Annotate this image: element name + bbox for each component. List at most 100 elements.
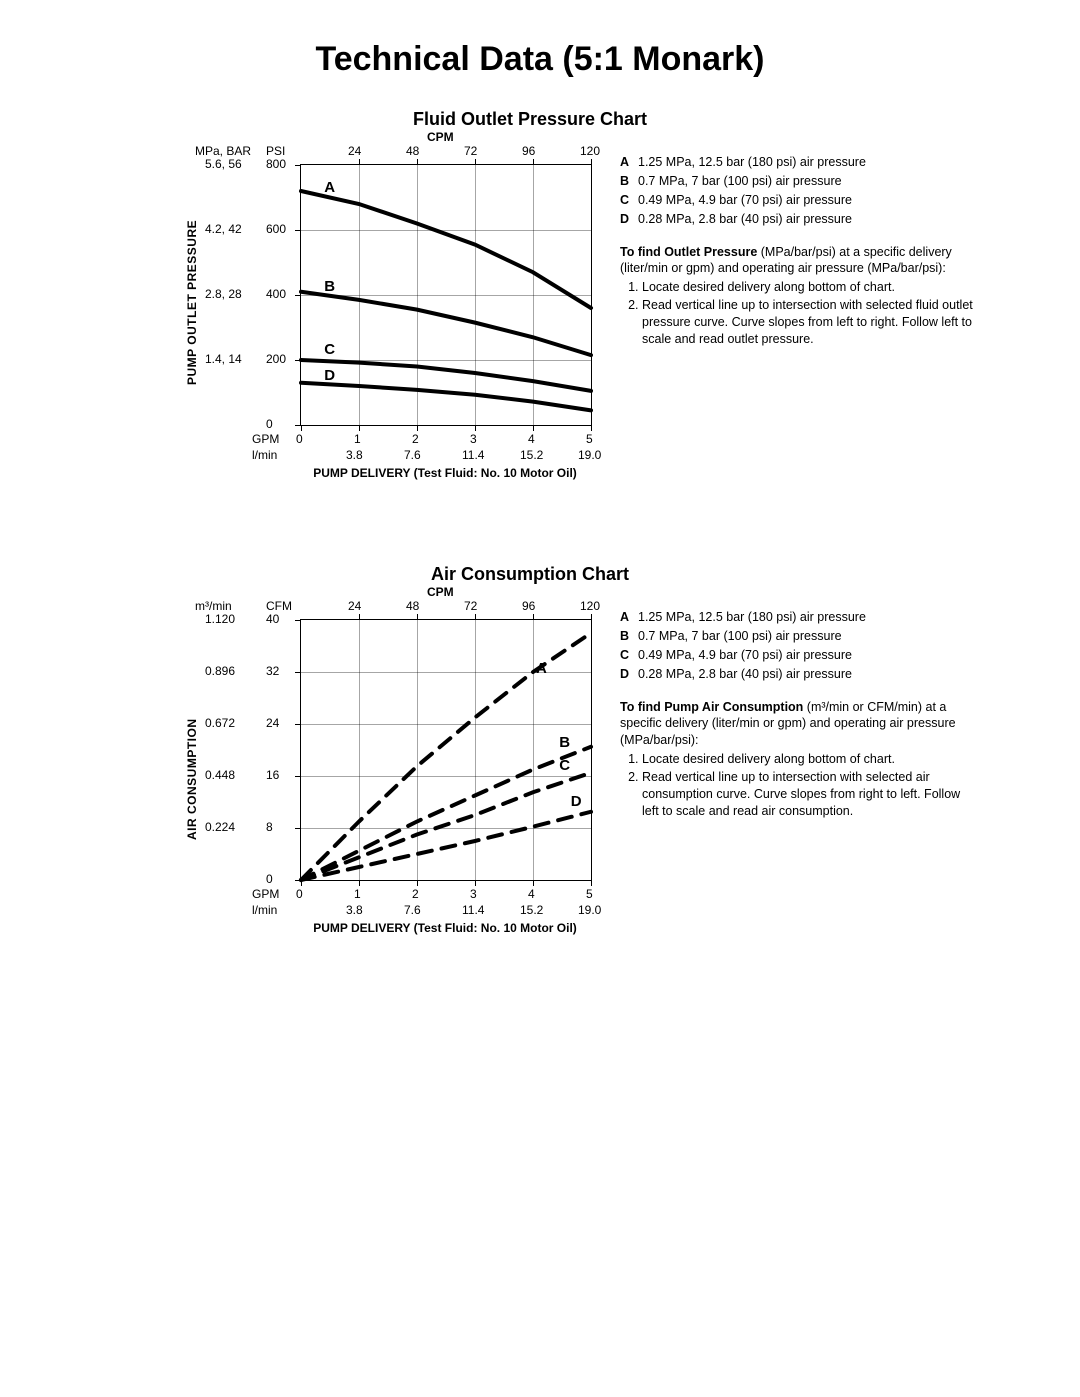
legend-item: C0.49 MPa, 4.9 bar (70 psi) air pressure bbox=[620, 647, 980, 664]
x-header-gpm: GPM bbox=[252, 887, 279, 901]
y-tick-secondary: 4.2, 42 bbox=[205, 222, 242, 236]
y-tick-primary: 32 bbox=[266, 664, 279, 678]
top-tick-cpm: 120 bbox=[580, 599, 600, 613]
curves-svg bbox=[301, 165, 591, 425]
chart2-steps: Locate desired delivery along bottom of … bbox=[620, 751, 980, 820]
curve-B bbox=[301, 292, 591, 355]
top-tick-cpm: 96 bbox=[522, 599, 535, 613]
y-tick-secondary: 1.120 bbox=[205, 612, 235, 626]
plot-area bbox=[300, 619, 592, 881]
y-tick-secondary: 0.672 bbox=[205, 716, 235, 730]
legend-item: D0.28 MPa, 2.8 bar (40 psi) air pressure bbox=[620, 666, 980, 683]
x-tick-gpm: 5 bbox=[586, 432, 593, 446]
chart2-instructions-title: To find Pump Air Consumption (m³/min or … bbox=[620, 699, 980, 750]
y-header-secondary: m³/min bbox=[195, 599, 232, 613]
y-tick-secondary: 0.448 bbox=[205, 768, 235, 782]
curve-A bbox=[301, 191, 591, 308]
legend-item: B0.7 MPa, 7 bar (100 psi) air pressure bbox=[620, 628, 980, 645]
top-tick-cpm: 24 bbox=[348, 144, 361, 158]
step-item: Read vertical line up to intersection wi… bbox=[642, 297, 980, 348]
y-tick-primary: 200 bbox=[266, 352, 286, 366]
top-tick-cpm: 24 bbox=[348, 599, 361, 613]
cpm-label: CPM bbox=[427, 585, 454, 599]
y-header-secondary: MPa, BAR bbox=[195, 144, 251, 158]
page-title: Technical Data (5:1 Monark) bbox=[60, 40, 1020, 79]
curves-svg bbox=[301, 620, 591, 880]
curve-label-D: D bbox=[571, 793, 582, 810]
top-tick-cpm: 96 bbox=[522, 144, 535, 158]
y-header-primary: CFM bbox=[266, 599, 292, 613]
x-tick-lmin: 15.2 bbox=[520, 448, 543, 462]
x-tick-lmin: 19.0 bbox=[578, 903, 601, 917]
curve-B bbox=[301, 747, 591, 880]
y-tick-secondary: 2.8, 28 bbox=[205, 287, 242, 301]
curve-label-A: A bbox=[324, 179, 335, 196]
x-tick-gpm: 3 bbox=[470, 432, 477, 446]
legend-item: A1.25 MPa, 12.5 bar (180 psi) air pressu… bbox=[620, 154, 980, 171]
x-tick-lmin: 19.0 bbox=[578, 448, 601, 462]
x-tick-gpm: 4 bbox=[528, 432, 535, 446]
y-tick-secondary: 0.896 bbox=[205, 664, 235, 678]
y-tick-primary: 0 bbox=[266, 872, 273, 886]
y-tick-primary: 600 bbox=[266, 222, 286, 236]
curve-label-A: A bbox=[536, 660, 547, 677]
y-tick-primary: 16 bbox=[266, 768, 279, 782]
chart1-title: Fluid Outlet Pressure Chart bbox=[380, 109, 680, 130]
x-tick-lmin: 7.6 bbox=[404, 903, 421, 917]
x-tick-lmin: 15.2 bbox=[520, 903, 543, 917]
x-tick-gpm: 5 bbox=[586, 887, 593, 901]
legend-item: A1.25 MPa, 12.5 bar (180 psi) air pressu… bbox=[620, 609, 980, 626]
chart1-section: Fluid Outlet Pressure Chart 013.827.6311… bbox=[60, 109, 1020, 504]
step-item: Locate desired delivery along bottom of … bbox=[642, 751, 980, 768]
curve-D bbox=[301, 812, 591, 880]
y-tick-primary: 40 bbox=[266, 612, 279, 626]
legend-item: C0.49 MPa, 4.9 bar (70 psi) air pressure bbox=[620, 192, 980, 209]
x-tick-gpm: 3 bbox=[470, 887, 477, 901]
chart1-legend: A1.25 MPa, 12.5 bar (180 psi) air pressu… bbox=[620, 134, 980, 349]
step-item: Locate desired delivery along bottom of … bbox=[642, 279, 980, 296]
x-tick-gpm: 0 bbox=[296, 887, 303, 901]
x-axis-title: PUMP DELIVERY (Test Fluid: No. 10 Motor … bbox=[280, 921, 610, 935]
y-tick-primary: 800 bbox=[266, 157, 286, 171]
y-axis-title: AIR CONSUMPTION bbox=[185, 719, 199, 841]
x-tick-gpm: 2 bbox=[412, 887, 419, 901]
curve-label-B: B bbox=[324, 278, 335, 295]
curve-A bbox=[301, 633, 591, 880]
curve-C bbox=[301, 773, 591, 880]
x-tick-gpm: 0 bbox=[296, 432, 303, 446]
y-tick-primary: 0 bbox=[266, 417, 273, 431]
top-tick-cpm: 72 bbox=[464, 144, 477, 158]
plot-area bbox=[300, 164, 592, 426]
top-tick-cpm: 48 bbox=[406, 599, 419, 613]
y-tick-secondary: 1.4, 14 bbox=[205, 352, 242, 366]
curve-label-C: C bbox=[559, 757, 570, 774]
x-tick-lmin: 7.6 bbox=[404, 448, 421, 462]
x-tick-gpm: 1 bbox=[354, 887, 361, 901]
curve-label-C: C bbox=[324, 341, 335, 358]
legend-item: B0.7 MPa, 7 bar (100 psi) air pressure bbox=[620, 173, 980, 190]
x-tick-gpm: 4 bbox=[528, 887, 535, 901]
top-tick-cpm: 72 bbox=[464, 599, 477, 613]
x-tick-lmin: 3.8 bbox=[346, 448, 363, 462]
curve-label-D: D bbox=[324, 367, 335, 384]
y-header-primary: PSI bbox=[266, 144, 285, 158]
chart2-block: 0 1 3.8 2 7.6 3 11.4 4 15.2 5 19.0 GPM l/min 24 48 72 96… bbox=[60, 589, 620, 959]
top-tick-cpm: 48 bbox=[406, 144, 419, 158]
chart2-section: Air Consumption Chart 013.827.6311.4415.… bbox=[60, 564, 1020, 959]
x-header-lmin: l/min bbox=[252, 448, 277, 462]
y-tick-primary: 400 bbox=[266, 287, 286, 301]
x-tick-gpm: 1 bbox=[354, 432, 361, 446]
x-tick-lmin: 11.4 bbox=[462, 903, 484, 917]
curve-D bbox=[301, 383, 591, 411]
x-header-lmin: l/min bbox=[252, 903, 277, 917]
step-item: Read vertical line up to intersection wi… bbox=[642, 769, 980, 820]
y-tick-primary: 8 bbox=[266, 820, 273, 834]
x-tick-gpm: 2 bbox=[412, 432, 419, 446]
chart2-legend: A1.25 MPa, 12.5 bar (180 psi) air pressu… bbox=[620, 589, 980, 821]
chart1-block: 013.827.6311.4415.2519.0GPMl/min24487296… bbox=[60, 134, 620, 504]
x-axis-title: PUMP DELIVERY (Test Fluid: No. 10 Motor … bbox=[280, 466, 610, 480]
y-axis-title: PUMP OUTLET PRESSURE bbox=[185, 220, 199, 385]
legend-item: D0.28 MPa, 2.8 bar (40 psi) air pressure bbox=[620, 211, 980, 228]
x-tick-lmin: 3.8 bbox=[346, 903, 363, 917]
cpm-label: CPM bbox=[427, 130, 454, 144]
